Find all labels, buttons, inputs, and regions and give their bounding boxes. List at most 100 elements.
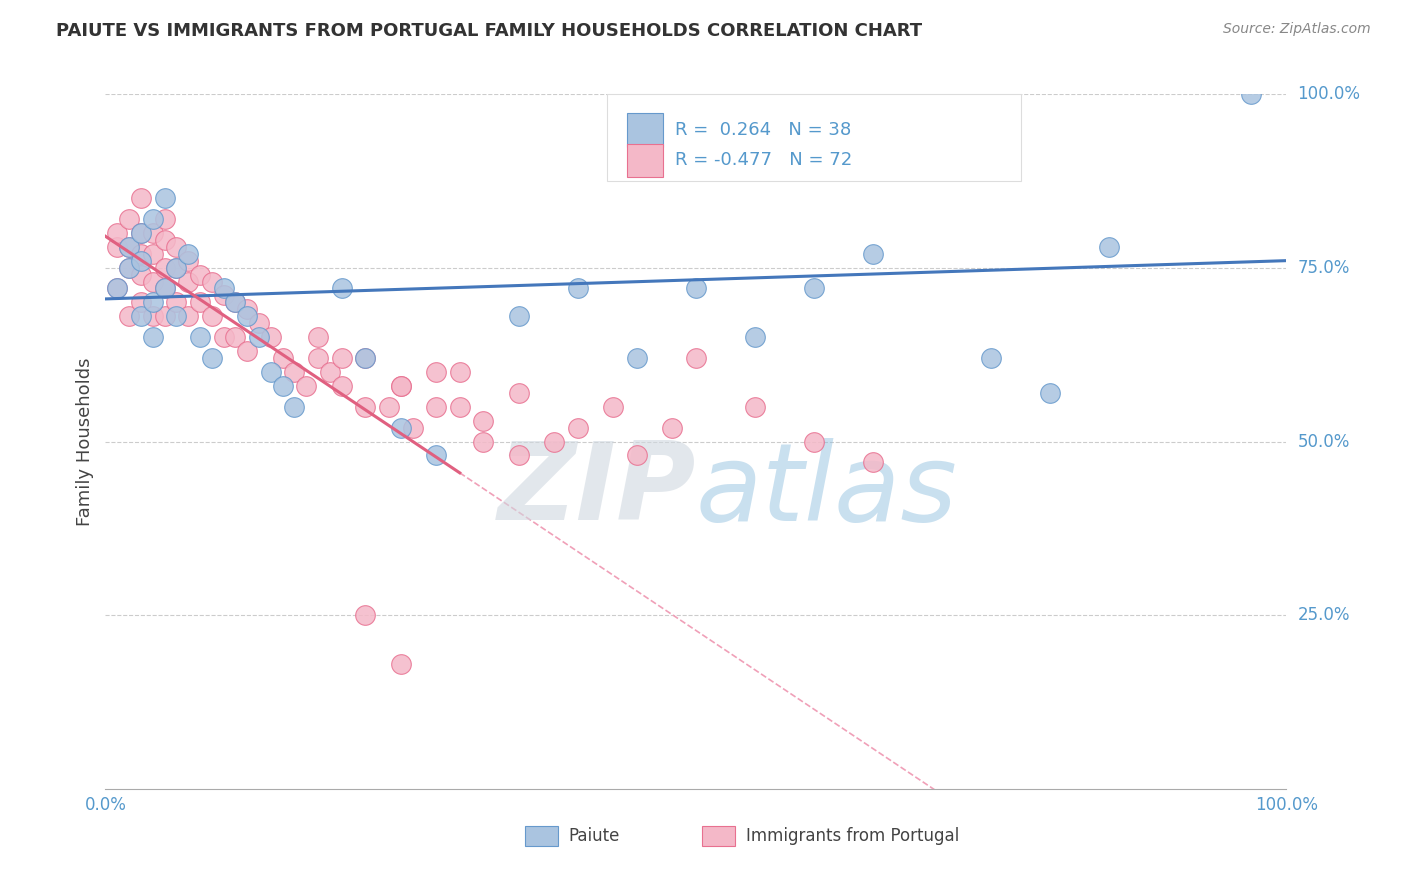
Point xyxy=(129,191,152,205)
Bar xyxy=(702,826,735,847)
Bar xyxy=(627,144,662,178)
Point xyxy=(803,281,825,295)
Point xyxy=(744,400,766,414)
Point xyxy=(330,351,353,365)
Point xyxy=(401,420,423,434)
Point xyxy=(177,253,200,268)
Point xyxy=(567,281,589,295)
Point xyxy=(378,400,401,414)
Point xyxy=(118,260,141,275)
Point xyxy=(295,379,318,393)
Point xyxy=(212,330,235,344)
Point xyxy=(142,275,165,289)
Point xyxy=(803,434,825,449)
Point xyxy=(744,330,766,344)
Point xyxy=(177,310,200,324)
Point xyxy=(142,295,165,310)
Point xyxy=(212,281,235,295)
Text: R = -0.477   N = 72: R = -0.477 N = 72 xyxy=(675,152,852,169)
Point xyxy=(165,310,187,324)
Point xyxy=(142,310,165,324)
Point xyxy=(425,449,447,463)
Point xyxy=(153,281,176,295)
Point xyxy=(283,400,305,414)
Point xyxy=(129,268,152,282)
Point xyxy=(153,281,176,295)
Text: Source: ZipAtlas.com: Source: ZipAtlas.com xyxy=(1223,22,1371,37)
Point xyxy=(862,246,884,260)
Point xyxy=(271,351,294,365)
Point xyxy=(354,351,377,365)
Point xyxy=(118,240,141,254)
Point xyxy=(508,310,530,324)
Text: ZIP: ZIP xyxy=(498,437,696,543)
Point xyxy=(661,420,683,434)
Point xyxy=(201,310,224,324)
Point xyxy=(224,330,246,344)
Point xyxy=(685,281,707,295)
Point xyxy=(105,281,128,295)
Text: 75.0%: 75.0% xyxy=(1298,259,1350,277)
Point xyxy=(177,275,200,289)
Point xyxy=(129,253,152,268)
Point xyxy=(201,275,224,289)
Point xyxy=(118,211,141,226)
Point xyxy=(508,449,530,463)
Point xyxy=(129,310,152,324)
Point xyxy=(330,281,353,295)
Point xyxy=(283,365,305,379)
Text: 25.0%: 25.0% xyxy=(1298,607,1350,624)
Y-axis label: Family Households: Family Households xyxy=(76,358,94,525)
Point xyxy=(1098,240,1121,254)
Point xyxy=(260,330,283,344)
Text: atlas: atlas xyxy=(696,438,957,542)
Point xyxy=(118,240,141,254)
Point xyxy=(224,295,246,310)
Point xyxy=(153,191,176,205)
Point xyxy=(165,260,187,275)
Point xyxy=(142,226,165,240)
Point xyxy=(188,330,211,344)
Point xyxy=(201,351,224,365)
Point xyxy=(980,351,1002,365)
Point xyxy=(354,608,377,623)
Point xyxy=(389,379,412,393)
Point xyxy=(319,365,342,379)
Point xyxy=(685,351,707,365)
Point xyxy=(389,657,412,672)
Point xyxy=(153,233,176,247)
Point xyxy=(142,246,165,260)
Point xyxy=(354,351,377,365)
Point xyxy=(177,246,200,260)
Point xyxy=(354,400,377,414)
Point xyxy=(153,211,176,226)
Text: Paiute: Paiute xyxy=(568,827,620,845)
Point xyxy=(105,240,128,254)
Point xyxy=(105,226,128,240)
Point xyxy=(307,330,329,344)
Point xyxy=(1039,385,1062,400)
Point xyxy=(425,365,447,379)
Point xyxy=(105,281,128,295)
FancyBboxPatch shape xyxy=(607,94,1021,180)
Bar xyxy=(627,113,662,146)
Point xyxy=(626,449,648,463)
Point xyxy=(1240,87,1263,101)
Point xyxy=(118,260,141,275)
Text: 50.0%: 50.0% xyxy=(1298,433,1350,450)
Point xyxy=(129,226,152,240)
Point xyxy=(389,379,412,393)
Point xyxy=(389,420,412,434)
Point xyxy=(449,400,471,414)
Point xyxy=(330,379,353,393)
Point xyxy=(165,295,187,310)
Point xyxy=(129,226,152,240)
Point xyxy=(236,302,259,317)
Text: 100.0%: 100.0% xyxy=(1298,85,1361,103)
Point xyxy=(212,288,235,302)
Point xyxy=(449,365,471,379)
Bar xyxy=(524,826,558,847)
Point xyxy=(271,379,294,393)
Point xyxy=(118,310,141,324)
Point xyxy=(508,385,530,400)
